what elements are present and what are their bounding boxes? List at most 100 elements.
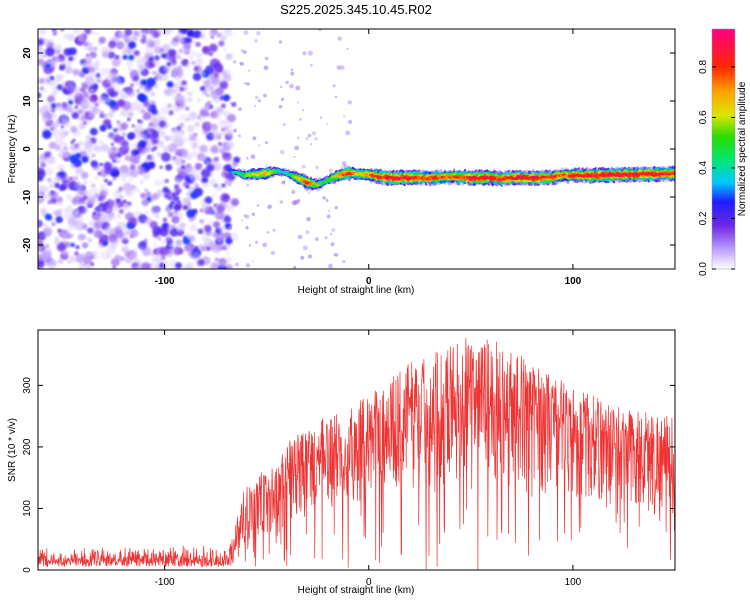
colorbar-gradient [712,29,735,269]
noise-blob [154,55,160,61]
noise-blob [43,89,48,93]
noise-blob [175,202,183,210]
noise-blob [126,60,134,67]
noise-blob [127,87,131,91]
noise-blob [176,226,184,233]
noise-blob [212,82,219,89]
spectrogram-x-axis: -100 0 100 [155,29,582,287]
noise-blob [106,132,114,139]
noise-dot [246,82,250,86]
noise-blob [185,36,192,44]
noise-blob [128,41,137,49]
y-tick-label: 200 [22,438,33,455]
colorbar-tick-label: 0.4 [698,161,709,175]
noise-blob [93,46,98,51]
noise-blob [132,36,138,42]
noise-blob [138,119,143,124]
noise-dot [296,101,300,104]
noise-blob [120,136,125,140]
noise-blob [231,102,237,107]
noise-blob [82,60,91,69]
noise-blob [188,235,196,242]
noise-dot [234,262,240,267]
noise-blob [116,120,121,125]
noise-dot [307,133,312,138]
noise-dot [337,36,342,41]
noise-blob [103,174,107,179]
noise-blob [38,167,45,177]
noise-dot [240,219,244,222]
noise-blob [160,105,171,115]
noise-blob [121,100,132,111]
noise-blob [100,67,109,76]
noise-dot [328,263,333,269]
noise-blob [157,152,162,157]
noise-blob [210,123,219,131]
noise-blob [194,66,199,71]
noise-blob [70,242,75,248]
noise-blob [107,234,116,242]
noise-dot [345,130,351,136]
noise-blob [158,120,166,128]
noise-blob [185,191,190,196]
noise-blob [118,209,124,214]
noise-blob [127,89,135,97]
noise-blob [58,202,62,206]
noise-blob [155,195,160,200]
noise-blob [161,29,171,36]
noise-blob [95,255,100,260]
snr-series-line [38,338,675,570]
noise-blob [66,234,72,239]
noise-blob [68,56,74,62]
noise-blob [127,217,138,227]
noise-blob [117,31,124,38]
noise-blob [216,204,224,212]
noise-blob [47,262,56,269]
noise-blob [68,176,74,182]
noise-blob [187,202,192,207]
noise-blob [217,240,222,244]
noise-dot [305,137,309,140]
noise-blob [81,156,89,163]
noise-blob [195,122,200,127]
noise-blob [90,88,95,93]
noise-dot [347,119,353,125]
noise-blob [116,198,121,203]
noise-blob [89,186,98,195]
noise-blob [38,81,41,85]
noise-blob [49,76,55,80]
noise-blob [98,36,106,44]
noise-blob [94,76,100,82]
noise-blob [219,95,225,101]
noise-dot [246,183,249,187]
noise-dot [283,123,286,126]
noise-blob [70,143,78,152]
noise-blob [179,87,184,92]
noise-blob [118,186,124,192]
noise-blob [56,164,65,172]
noise-blob [113,77,123,87]
noise-dot [310,63,313,67]
noise-blob [131,149,139,157]
noise-dot [302,245,308,251]
noise-blob [66,112,70,116]
noise-blob [68,224,75,231]
noise-blob [61,179,67,184]
noise-blob [185,152,193,160]
noise-blob [164,135,171,142]
noise-blob [80,171,89,179]
noise-blob [55,175,63,182]
noise-dot [255,240,259,244]
noise-blob [45,167,54,176]
noise-blob [70,162,76,169]
noise-blob [162,261,170,269]
noise-dot [300,255,305,260]
noise-blob [212,91,217,95]
noise-blob [171,192,176,197]
noise-blob [52,31,57,36]
noise-dot [294,145,299,151]
noise-blob [142,86,152,95]
noise-blob [138,84,145,90]
noise-blob [100,143,109,152]
spectrogram-data [38,29,675,269]
